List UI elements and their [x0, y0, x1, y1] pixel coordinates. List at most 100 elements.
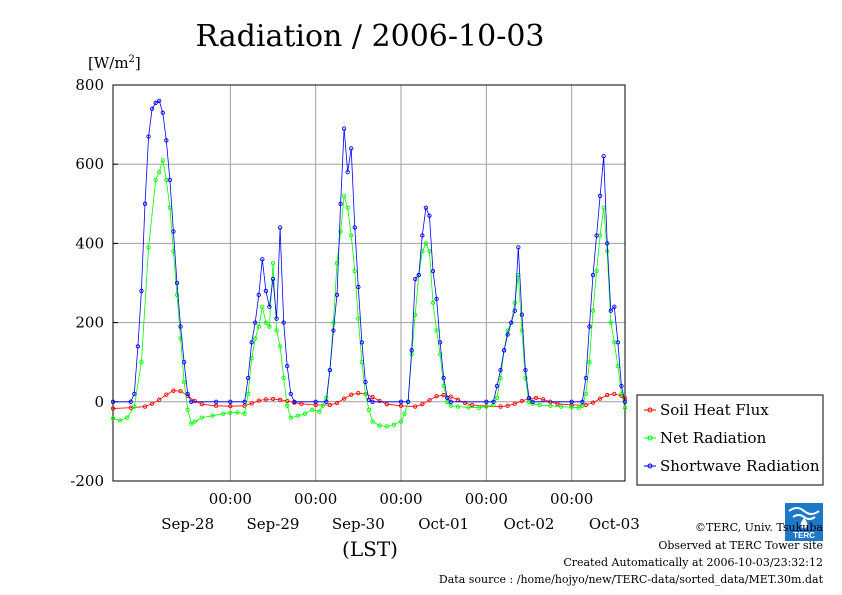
data-point [213, 399, 219, 404]
data-point [149, 401, 155, 406]
data-point [345, 205, 350, 210]
data-point [338, 229, 343, 234]
data-point [597, 396, 603, 401]
data-point [370, 399, 375, 404]
data-point [270, 396, 276, 402]
data-point [391, 422, 397, 427]
series-shortwave-radiation [110, 98, 628, 404]
data-point [260, 304, 265, 309]
data-point [398, 419, 404, 424]
data-point [277, 225, 283, 230]
data-point [402, 411, 407, 416]
data-point [416, 272, 421, 278]
data-point [285, 398, 290, 404]
data-point [132, 404, 137, 409]
data-point [469, 402, 475, 408]
data-point [317, 409, 322, 414]
logo-wave-mark [788, 507, 820, 520]
data-point [285, 403, 290, 408]
y-tick-label: 600 [75, 155, 104, 173]
data-point [277, 344, 283, 349]
x-tick-time-label: 00:00 [294, 490, 337, 508]
data-point [526, 395, 532, 400]
data-point [505, 403, 510, 408]
data-point [331, 320, 336, 325]
data-point [498, 404, 503, 409]
data-point [160, 110, 165, 115]
data-point [580, 399, 585, 404]
data-point [437, 340, 443, 345]
data-point [427, 249, 432, 254]
data-point [292, 399, 297, 404]
data-point [398, 403, 404, 408]
x-date-label: Sep-30 [332, 515, 385, 533]
x-date-label: Sep-28 [161, 515, 214, 533]
data-point [349, 233, 354, 238]
data-point [434, 328, 439, 333]
data-point [505, 328, 510, 333]
legend-swatch-marker [647, 435, 653, 441]
data-point [110, 399, 116, 404]
data-point [462, 400, 468, 406]
data-point [494, 395, 500, 400]
legend-label: Shortwave Radiation [660, 457, 820, 475]
data-point [519, 398, 525, 404]
data-point [256, 398, 261, 403]
data-point [181, 360, 187, 365]
data-point [558, 404, 564, 409]
data-point [590, 272, 596, 278]
data-point [263, 288, 269, 294]
data-point [164, 392, 169, 397]
data-point [334, 261, 340, 266]
data-point [139, 288, 144, 294]
data-point [601, 205, 606, 210]
data-point [142, 404, 148, 409]
data-point [594, 233, 599, 238]
data-point [605, 392, 610, 398]
data-point [242, 399, 247, 404]
data-point [178, 336, 183, 341]
footer-created: Created Automatically at 2006-10-03/23:3… [563, 556, 823, 569]
data-point [277, 397, 283, 402]
data-point [189, 399, 194, 404]
data-point [164, 138, 169, 143]
data-point [274, 316, 279, 321]
data-point [398, 399, 404, 404]
footer-source: Data source : /home/hojyo/new/TERC-data/… [438, 573, 823, 586]
x-tick-time-label: 00:00 [209, 490, 252, 508]
data-point [228, 410, 233, 416]
data-point [587, 324, 592, 329]
data-point [313, 399, 318, 404]
series-layer [110, 98, 628, 429]
data-point [583, 391, 589, 397]
data-point [221, 411, 226, 416]
data-point [274, 328, 279, 333]
data-point [281, 320, 286, 325]
data-point [135, 344, 141, 349]
data-point [441, 375, 446, 381]
data-point [153, 100, 158, 105]
data-point [484, 399, 489, 404]
data-point [533, 395, 539, 400]
terc-logo: TERC [785, 503, 823, 541]
data-point [338, 201, 343, 206]
data-point [420, 402, 425, 407]
y-tick-label: 0 [94, 393, 104, 411]
data-point [509, 320, 514, 325]
data-point [132, 391, 137, 397]
grid-lines [113, 85, 625, 481]
data-point [370, 419, 375, 424]
data-point [448, 403, 453, 408]
series-line [112, 160, 626, 427]
data-point [281, 375, 286, 381]
data-point [516, 245, 521, 250]
data-point [597, 193, 603, 199]
data-point [352, 268, 357, 274]
data-point [423, 241, 429, 246]
x-date-label: Oct-02 [504, 515, 555, 533]
data-point [427, 213, 432, 218]
x-date-label: Oct-01 [418, 515, 469, 533]
data-point [356, 390, 361, 396]
data-point [491, 399, 496, 404]
footer-copyright: ©TERC, Univ. Tsukuba [694, 521, 823, 534]
